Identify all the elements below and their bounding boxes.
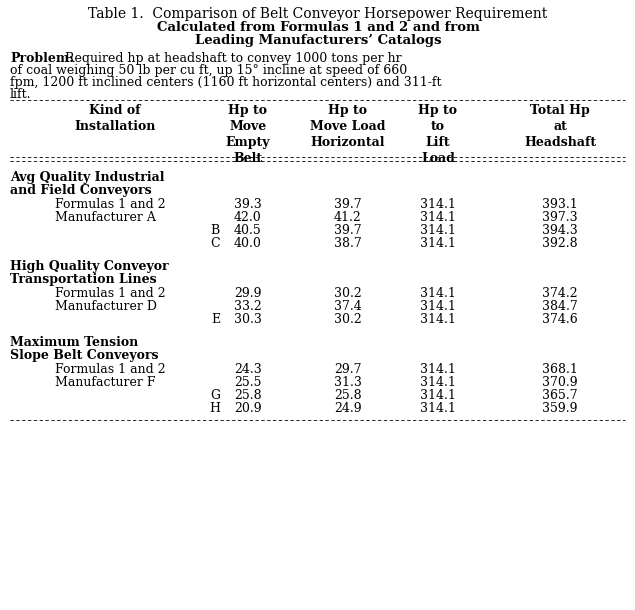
Text: 365.7: 365.7 bbox=[542, 389, 578, 402]
Text: Manufacturer D: Manufacturer D bbox=[55, 300, 157, 313]
Text: Manufacturer F: Manufacturer F bbox=[55, 376, 156, 389]
Text: Hp to
to
Lift
Load: Hp to to Lift Load bbox=[418, 104, 457, 165]
Text: 397.3: 397.3 bbox=[542, 211, 578, 224]
Text: 314.1: 314.1 bbox=[420, 363, 456, 376]
Text: Manufacturer A: Manufacturer A bbox=[55, 211, 156, 224]
Text: 314.1: 314.1 bbox=[420, 300, 456, 313]
Text: E: E bbox=[211, 313, 220, 326]
Text: 38.7: 38.7 bbox=[334, 237, 362, 250]
Text: Formulas 1 and 2: Formulas 1 and 2 bbox=[55, 363, 166, 376]
Text: 33.2: 33.2 bbox=[234, 300, 262, 313]
Text: 314.1: 314.1 bbox=[420, 287, 456, 300]
Text: C: C bbox=[210, 237, 220, 250]
Text: 25.8: 25.8 bbox=[334, 389, 362, 402]
Text: 39.7: 39.7 bbox=[334, 224, 362, 237]
Text: Leading Manufacturers’ Catalogs: Leading Manufacturers’ Catalogs bbox=[195, 34, 441, 47]
Text: 29.7: 29.7 bbox=[334, 363, 362, 376]
Text: Transportation Lines: Transportation Lines bbox=[10, 273, 157, 286]
Text: Formulas 1 and 2: Formulas 1 and 2 bbox=[55, 287, 166, 300]
Text: and Field Conveyors: and Field Conveyors bbox=[10, 184, 152, 197]
Text: 314.1: 314.1 bbox=[420, 198, 456, 211]
Text: 368.1: 368.1 bbox=[542, 363, 578, 376]
Text: fpm, 1200 ft inclined centers (1160 ft horizontal centers) and 311-ft: fpm, 1200 ft inclined centers (1160 ft h… bbox=[10, 76, 441, 89]
Text: Avg Quality Industrial: Avg Quality Industrial bbox=[10, 171, 164, 184]
Text: 40.5: 40.5 bbox=[234, 224, 262, 237]
Text: 30.2: 30.2 bbox=[334, 287, 362, 300]
Text: High Quality Conveyor: High Quality Conveyor bbox=[10, 260, 169, 273]
Text: Hp to
Move
Empty
Belt: Hp to Move Empty Belt bbox=[226, 104, 271, 165]
Text: Kind of
Installation: Kind of Installation bbox=[74, 104, 156, 133]
Text: 314.1: 314.1 bbox=[420, 389, 456, 402]
Text: 393.1: 393.1 bbox=[542, 198, 578, 211]
Text: 24.3: 24.3 bbox=[234, 363, 262, 376]
Text: 37.4: 37.4 bbox=[334, 300, 362, 313]
Text: 370.9: 370.9 bbox=[542, 376, 578, 389]
Text: 394.3: 394.3 bbox=[542, 224, 578, 237]
Text: 359.9: 359.9 bbox=[542, 402, 578, 415]
Text: Problem:: Problem: bbox=[10, 52, 74, 65]
Text: 31.3: 31.3 bbox=[334, 376, 362, 389]
Text: 314.1: 314.1 bbox=[420, 211, 456, 224]
Text: Total Hp
at
Headshaft: Total Hp at Headshaft bbox=[524, 104, 596, 149]
Text: Table 1.  Comparison of Belt Conveyor Horsepower Requirement: Table 1. Comparison of Belt Conveyor Hor… bbox=[88, 7, 547, 21]
Text: Maximum Tension: Maximum Tension bbox=[10, 336, 138, 349]
Text: 314.1: 314.1 bbox=[420, 224, 456, 237]
Text: 20.9: 20.9 bbox=[234, 402, 262, 415]
Text: B: B bbox=[211, 224, 220, 237]
Text: 39.3: 39.3 bbox=[234, 198, 262, 211]
Text: 374.6: 374.6 bbox=[542, 313, 578, 326]
Text: 25.5: 25.5 bbox=[234, 376, 262, 389]
Text: 41.2: 41.2 bbox=[334, 211, 362, 224]
Text: 392.8: 392.8 bbox=[542, 237, 578, 250]
Text: 29.9: 29.9 bbox=[234, 287, 262, 300]
Text: 40.0: 40.0 bbox=[234, 237, 262, 250]
Text: Formulas 1 and 2: Formulas 1 and 2 bbox=[55, 198, 166, 211]
Text: H: H bbox=[209, 402, 220, 415]
Text: 314.1: 314.1 bbox=[420, 313, 456, 326]
Text: Calculated from Formulas 1 and 2 and from: Calculated from Formulas 1 and 2 and fro… bbox=[157, 21, 479, 34]
Text: G: G bbox=[210, 389, 220, 402]
Text: 39.7: 39.7 bbox=[334, 198, 362, 211]
Text: 384.7: 384.7 bbox=[542, 300, 578, 313]
Text: Hp to
Move Load
Horizontal: Hp to Move Load Horizontal bbox=[311, 104, 385, 149]
Text: lift.: lift. bbox=[10, 88, 32, 101]
Text: Slope Belt Conveyors: Slope Belt Conveyors bbox=[10, 349, 159, 362]
Text: of coal weighing 50 lb per cu ft, up 15° incline at speed of 660: of coal weighing 50 lb per cu ft, up 15°… bbox=[10, 64, 407, 77]
Text: 30.2: 30.2 bbox=[334, 313, 362, 326]
Text: 30.3: 30.3 bbox=[234, 313, 262, 326]
Text: 314.1: 314.1 bbox=[420, 376, 456, 389]
Text: 25.8: 25.8 bbox=[234, 389, 262, 402]
Text: 24.9: 24.9 bbox=[334, 402, 362, 415]
Text: 314.1: 314.1 bbox=[420, 402, 456, 415]
Text: Required hp at headshaft to convey 1000 tons per hr: Required hp at headshaft to convey 1000 … bbox=[57, 52, 401, 65]
Text: 374.2: 374.2 bbox=[542, 287, 578, 300]
Text: 42.0: 42.0 bbox=[234, 211, 262, 224]
Text: 314.1: 314.1 bbox=[420, 237, 456, 250]
